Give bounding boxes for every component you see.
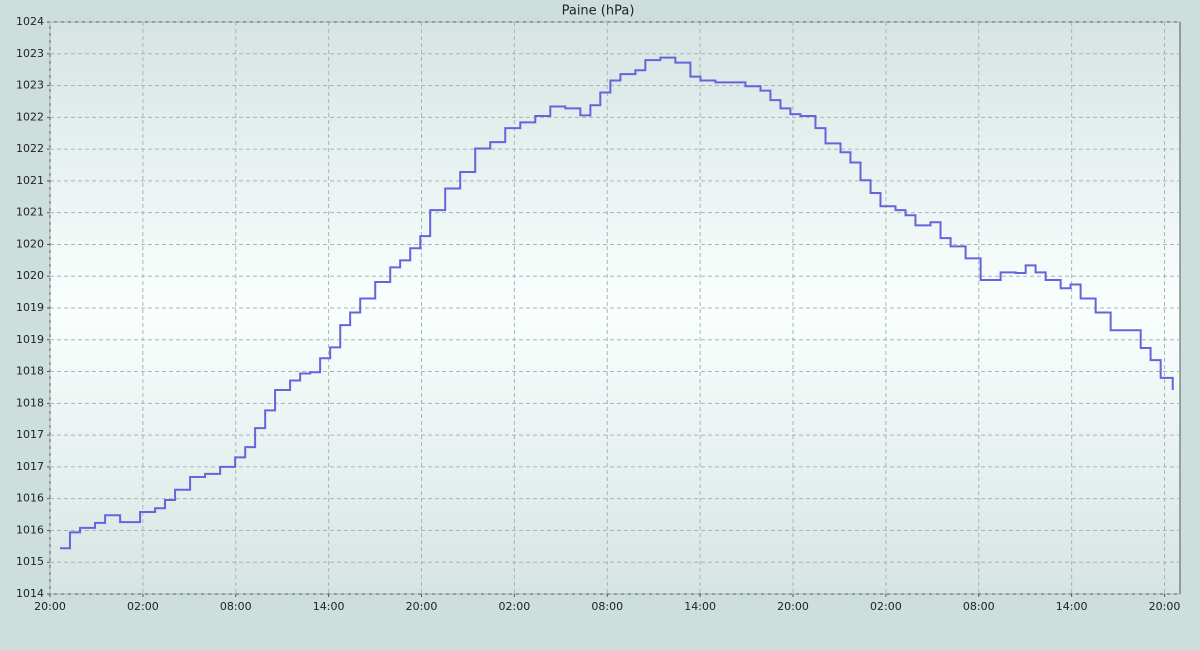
y-tick-label: 1018 — [16, 365, 44, 378]
y-tick-label: 1022 — [16, 110, 44, 123]
y-tick-label: 1017 — [16, 428, 44, 441]
x-tick-label: 14:00 — [684, 600, 716, 613]
x-tick-label: 08:00 — [963, 600, 995, 613]
x-tick-label: 02:00 — [870, 600, 902, 613]
y-tick-label: 1018 — [16, 396, 44, 409]
y-tick-label: 1016 — [16, 492, 44, 505]
x-tick-label: 02:00 — [499, 600, 531, 613]
y-tick-label: 1021 — [16, 206, 44, 219]
y-tick-label: 1015 — [16, 555, 44, 568]
y-tick-label: 1022 — [16, 142, 44, 155]
x-tick-label: 02:00 — [127, 600, 159, 613]
x-tick-label: 20:00 — [1149, 600, 1181, 613]
x-tick-label: 08:00 — [220, 600, 252, 613]
y-tick-label: 1021 — [16, 174, 44, 187]
y-tick-label: 1023 — [16, 47, 44, 60]
y-tick-label: 1024 — [16, 15, 44, 28]
x-tick-label: 08:00 — [591, 600, 623, 613]
y-tick-label: 1016 — [16, 523, 44, 536]
x-tick-label: 14:00 — [313, 600, 345, 613]
x-tick-label: 20:00 — [777, 600, 809, 613]
x-tick-label: 20:00 — [406, 600, 438, 613]
y-tick-label: 1020 — [16, 237, 44, 250]
y-tick-label: 1019 — [16, 333, 44, 346]
y-tick-label: 1017 — [16, 460, 44, 473]
x-tick-label: 20:00 — [34, 600, 66, 613]
y-tick-label: 1019 — [16, 301, 44, 314]
y-tick-label: 1023 — [16, 79, 44, 92]
y-tick-label: 1020 — [16, 269, 44, 282]
chart-title: Paine (hPa) — [562, 4, 635, 19]
y-tick-label: 1014 — [16, 587, 44, 600]
data-line — [60, 56, 1174, 550]
x-tick-label: 14:00 — [1056, 600, 1088, 613]
